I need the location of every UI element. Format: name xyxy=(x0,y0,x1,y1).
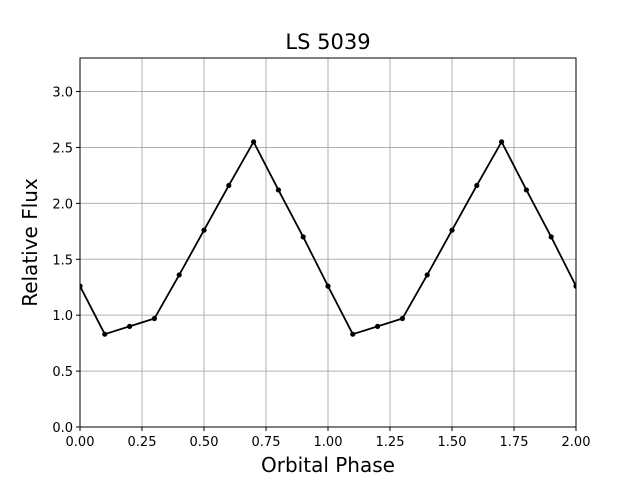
y-tick-label: 1.5 xyxy=(52,253,73,268)
x-tick-label: 1.00 xyxy=(314,435,343,450)
x-tick-label: 1.25 xyxy=(376,435,405,450)
y-tick-label: 3.0 xyxy=(52,86,73,101)
data-point xyxy=(375,323,381,329)
x-axis-label: Orbital Phase xyxy=(261,453,395,477)
y-tick-label: 0.0 xyxy=(52,421,73,436)
x-tick-label: 0.25 xyxy=(128,435,157,450)
y-tick-label: 2.0 xyxy=(52,197,73,212)
data-point xyxy=(399,315,405,322)
data-point xyxy=(325,283,331,289)
x-tick-label: 2.00 xyxy=(562,435,591,450)
x-tick-label: 0.50 xyxy=(190,435,219,450)
data-point xyxy=(151,315,157,322)
grid-layer xyxy=(79,58,577,428)
data-point xyxy=(350,331,356,337)
data-point xyxy=(548,234,554,240)
data-point xyxy=(499,139,505,145)
chart-title: LS 5039 xyxy=(285,30,370,54)
tick-layer: 0.00 0.25 0.50 0.75 1.00 1.25 1.50 1.75 2.00 0.0 0… xyxy=(52,86,590,450)
data-point xyxy=(573,283,576,289)
series-layer xyxy=(80,139,576,337)
data-point xyxy=(127,323,133,329)
data-point xyxy=(275,187,281,193)
y-axis-label: Relative Flux xyxy=(18,178,42,307)
y-tick-label: 1.0 xyxy=(52,309,73,324)
data-point xyxy=(201,227,207,233)
x-tick-label: 0.75 xyxy=(252,435,281,450)
data-point xyxy=(251,139,257,145)
data-point xyxy=(176,272,182,278)
data-point xyxy=(424,272,430,278)
y-tick-label: 2.5 xyxy=(52,141,73,156)
data-point xyxy=(449,227,455,233)
data-point xyxy=(226,182,232,189)
x-tick-label: 0.00 xyxy=(66,435,95,450)
data-point xyxy=(300,234,306,240)
data-point xyxy=(102,331,108,337)
x-tick-label: 1.75 xyxy=(500,435,529,450)
data-point xyxy=(80,283,83,289)
x-tick-label: 1.50 xyxy=(438,435,467,450)
data-point xyxy=(523,187,530,193)
y-tick-label: 0.5 xyxy=(52,365,73,380)
data-point xyxy=(474,182,480,189)
